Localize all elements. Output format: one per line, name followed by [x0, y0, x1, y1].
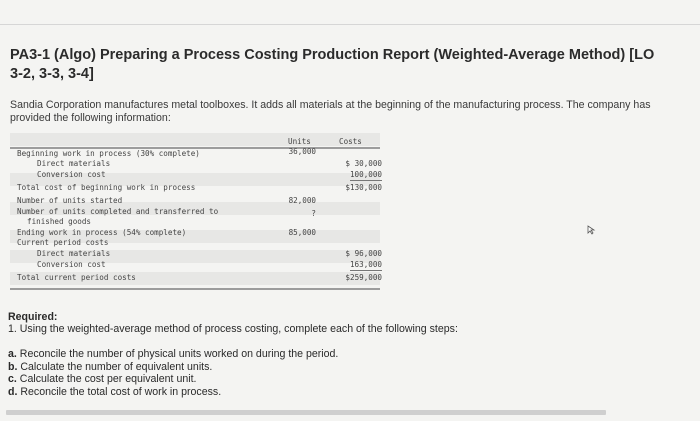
row-label: Beginning work in process (30% complete)	[17, 149, 200, 158]
row-units: 85,000	[288, 228, 316, 237]
row-label: Direct materials	[37, 159, 111, 168]
row-label: Number of units completed and transferre…	[17, 207, 219, 216]
row-label: Direct materials	[37, 249, 111, 258]
top-divider	[0, 24, 700, 25]
units-column-header: Units	[288, 137, 311, 146]
row-label: Current period costs	[17, 238, 109, 247]
row-units: ?	[311, 209, 316, 218]
header-band	[10, 133, 380, 146]
table-bottom-rule	[10, 288, 380, 290]
mouse-cursor-icon	[587, 222, 596, 240]
row-units: 82,000	[288, 196, 316, 205]
row-band	[10, 173, 380, 186]
row-label: Number of units started	[17, 196, 123, 205]
row-units: 36,000	[288, 147, 316, 156]
row-band	[10, 272, 380, 285]
row-label: finished goods	[27, 217, 92, 226]
step-item: a. Reconcile the number of physical unit…	[8, 348, 339, 360]
step-item: b. Calculate the number of equivalent un…	[8, 360, 213, 373]
information-table: Units Costs Beginning work in process (3…	[10, 133, 382, 291]
row-band	[10, 230, 380, 243]
row-label: Total current period costs	[17, 273, 136, 282]
steps-list: a. Reconcile the number of physical unit…	[8, 348, 338, 398]
horizontal-scrollbar[interactable]	[6, 410, 606, 415]
row-band	[10, 250, 380, 263]
row-label: Total cost of beginning work in process	[17, 183, 196, 192]
row-cost: 163,000	[349, 260, 382, 271]
row-cost: $ 96,000	[345, 249, 382, 258]
row-cost: $259,000	[345, 273, 382, 282]
costs-column-header: Costs	[339, 137, 362, 146]
row-label: Conversion cost	[37, 260, 106, 269]
row-cost: $ 30,000	[345, 159, 382, 168]
row-label: Conversion cost	[37, 170, 106, 179]
required-heading: Required:	[8, 311, 58, 323]
row-band	[10, 202, 380, 215]
step-item: c. Calculate the cost per equivalent uni…	[8, 373, 197, 385]
page-title: PA3-1 (Algo) Preparing a Process Costing…	[10, 47, 655, 82]
step-item: d. Reconcile the total cost of work in p…	[8, 385, 222, 398]
required-instruction: 1. Using the weighted-average method of …	[8, 323, 458, 335]
header-rule	[10, 147, 380, 149]
row-cost: 100,000	[349, 170, 382, 181]
row-cost: $130,000	[345, 183, 382, 192]
problem-intro: Sandia Corporation manufactures metal to…	[10, 99, 651, 124]
row-label: Ending work in process (54% complete)	[17, 228, 187, 237]
